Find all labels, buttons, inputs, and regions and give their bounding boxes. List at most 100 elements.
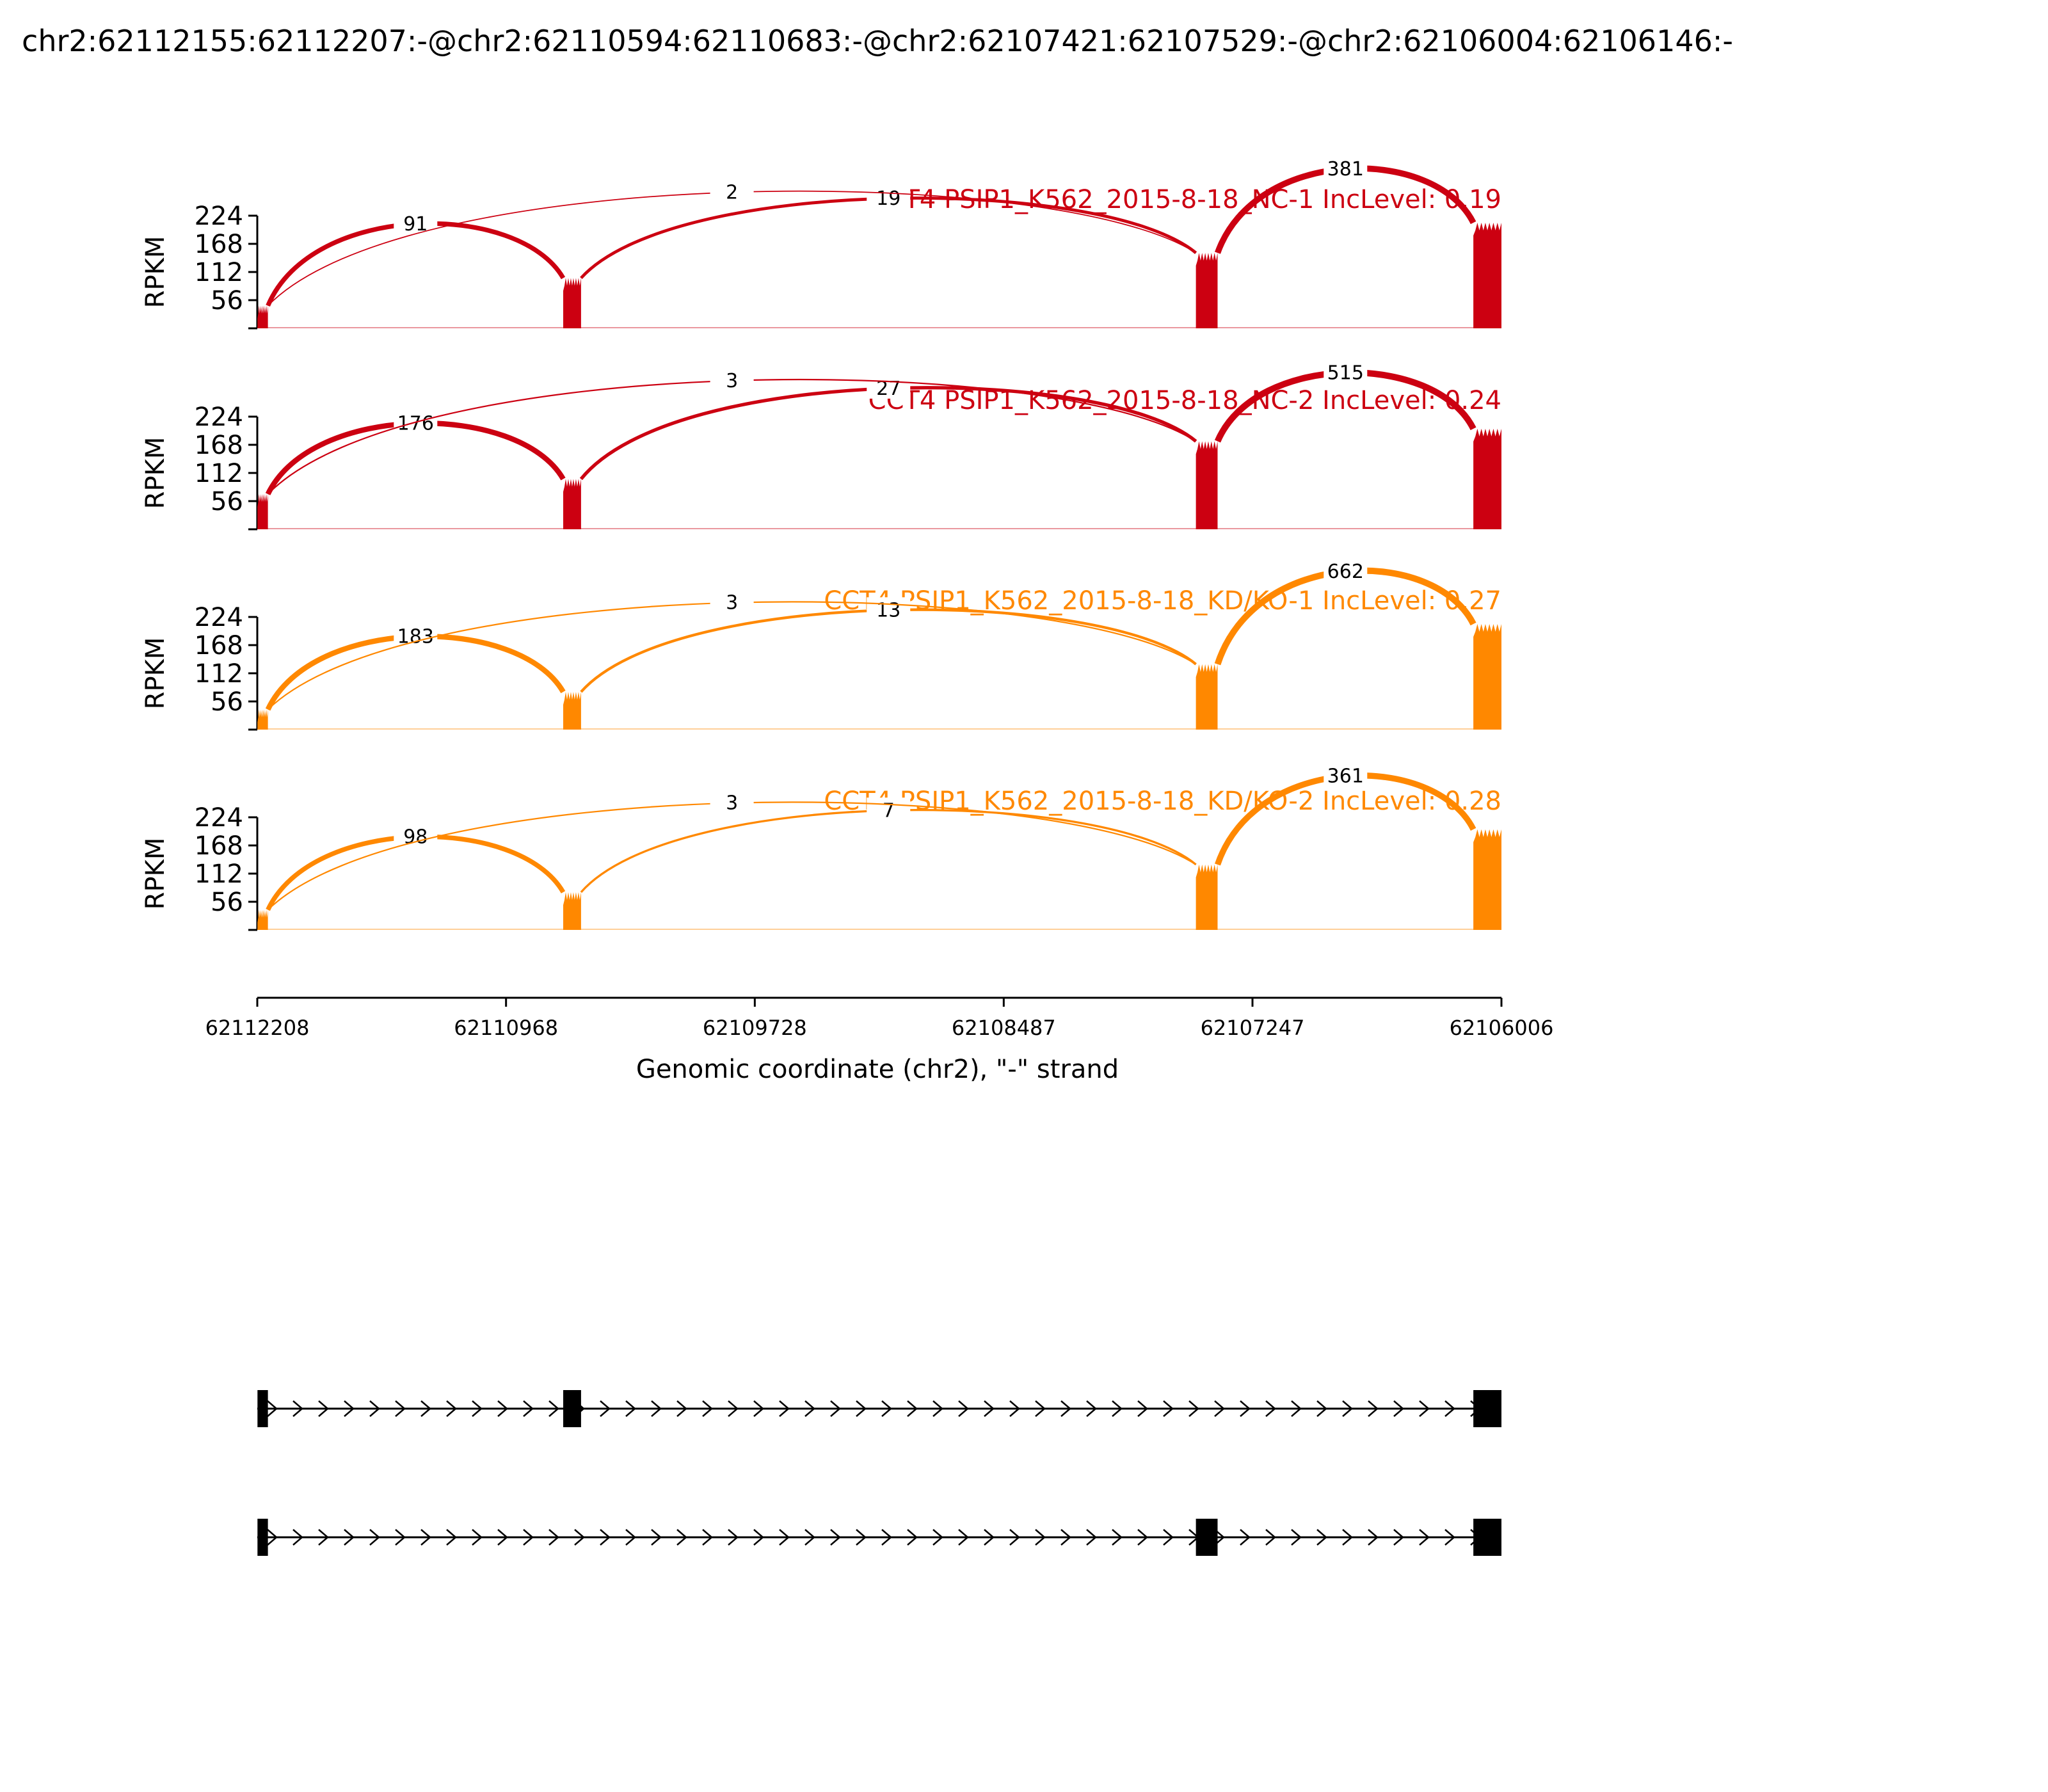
y-axis-label: RPKM <box>141 838 170 910</box>
strand-arrow <box>625 1400 636 1417</box>
y-tick-label: 224 <box>195 803 243 833</box>
junction-label-bg <box>867 597 911 621</box>
strand-arrow <box>676 1400 687 1417</box>
strand-arrow <box>958 1529 969 1546</box>
junction-count: 19 <box>876 188 900 210</box>
strand-arrow <box>523 1529 534 1546</box>
strand-arrow <box>497 1400 508 1417</box>
track-label: CCT4 PSIP1_K562_2015-8-18_KD/KO-2 IncLev… <box>824 787 1501 816</box>
exon-coverage <box>563 479 581 529</box>
strand-arrow <box>984 1400 995 1417</box>
y-tick-label: 168 <box>195 230 243 259</box>
strand-arrow <box>830 1400 841 1417</box>
y-tick-label: 56 <box>211 687 243 717</box>
strand-arrow <box>881 1529 892 1546</box>
junction-arc <box>1214 567 1476 666</box>
strand-arrow <box>753 1400 764 1417</box>
junction-count: 7 <box>883 799 895 822</box>
strand-arrow <box>1444 1400 1455 1417</box>
strand-arrow <box>318 1400 329 1417</box>
strand-arrow <box>1009 1529 1020 1546</box>
strand-arrow <box>344 1529 355 1546</box>
strand-arrow <box>318 1529 329 1546</box>
strand-arrow <box>1419 1529 1430 1546</box>
x-tick-label: 62106006 <box>1450 1016 1554 1040</box>
strand-arrow <box>600 1529 611 1546</box>
exon-block <box>257 1519 268 1556</box>
strand-arrow <box>1214 1400 1225 1417</box>
strand-arrow <box>1291 1400 1302 1417</box>
strand-arrow <box>1419 1400 1430 1417</box>
strand-arrow <box>804 1400 815 1417</box>
strand-arrow <box>1342 1529 1353 1546</box>
strand-arrow <box>369 1529 380 1546</box>
exon-coverage <box>1196 664 1218 730</box>
strand-arrow <box>907 1529 918 1546</box>
junction-label-bg <box>867 797 911 821</box>
strand-arrow <box>1112 1529 1123 1546</box>
exon-coverage <box>1473 223 1501 328</box>
strand-arrow <box>702 1400 713 1417</box>
strand-arrow <box>446 1400 457 1417</box>
x-tick-label: 62107247 <box>1201 1016 1305 1040</box>
strand-arrow <box>1316 1529 1327 1546</box>
strand-arrow <box>548 1400 559 1417</box>
track-label: CCT4 PSIP1_K562_2015-8-18_NC-2 IncLevel:… <box>868 386 1501 415</box>
junction-count: 98 <box>403 826 428 849</box>
strand-arrow <box>420 1400 431 1417</box>
strand-arrow <box>856 1529 867 1546</box>
strand-arrow <box>676 1529 687 1546</box>
strand-arrow <box>984 1529 995 1546</box>
y-axis-label: RPKM <box>141 637 170 710</box>
strand-arrow <box>395 1529 406 1546</box>
strand-arrow <box>932 1529 943 1546</box>
strand-arrow <box>651 1529 662 1546</box>
exon-coverage <box>563 892 581 930</box>
strand-arrow <box>1163 1400 1174 1417</box>
strand-arrow <box>779 1529 790 1546</box>
junction-label-bg <box>710 790 754 813</box>
y-tick-label: 224 <box>195 202 243 231</box>
y-tick-label: 56 <box>211 286 243 316</box>
strand-arrow <box>1060 1400 1071 1417</box>
strand-arrow <box>292 1529 303 1546</box>
exon-block <box>563 1390 581 1427</box>
exon-coverage <box>563 692 581 730</box>
strand-arrow <box>1444 1529 1455 1546</box>
exon-coverage <box>1196 864 1218 930</box>
strand-arrow <box>753 1529 764 1546</box>
strand-arrow <box>1393 1400 1404 1417</box>
strand-arrow <box>267 1400 278 1417</box>
junction-label-bg <box>1324 558 1368 582</box>
strand-arrow <box>1240 1400 1251 1417</box>
junction-label-bg <box>1324 763 1368 787</box>
junction-label-bg <box>394 623 438 647</box>
junction-arc <box>580 608 1197 693</box>
strand-arrow <box>728 1400 739 1417</box>
junction-label-bg <box>710 589 754 613</box>
strand-arrow <box>472 1400 483 1417</box>
junction-label-bg <box>1324 360 1368 383</box>
exon-coverage <box>1196 441 1218 529</box>
strand-arrow <box>600 1400 611 1417</box>
strand-arrow <box>1291 1529 1302 1546</box>
x-tick-label: 62110968 <box>454 1016 558 1040</box>
x-tick-label: 62109728 <box>703 1016 807 1040</box>
y-tick-label: 168 <box>195 831 243 861</box>
strand-arrow <box>497 1529 508 1546</box>
strand-arrow <box>395 1400 406 1417</box>
exon-block <box>1473 1519 1501 1556</box>
strand-arrow <box>1060 1529 1071 1546</box>
strand-arrow <box>1265 1529 1276 1546</box>
exon-coverage <box>257 494 268 529</box>
y-tick-label: 56 <box>211 487 243 516</box>
strand-arrow <box>830 1529 841 1546</box>
junction-label-bg <box>710 179 754 203</box>
exon-block <box>257 1390 268 1427</box>
y-axis-label: RPKM <box>141 236 170 308</box>
y-tick-label: 168 <box>195 431 243 460</box>
strand-arrow <box>1393 1529 1404 1546</box>
strand-arrow <box>472 1529 483 1546</box>
